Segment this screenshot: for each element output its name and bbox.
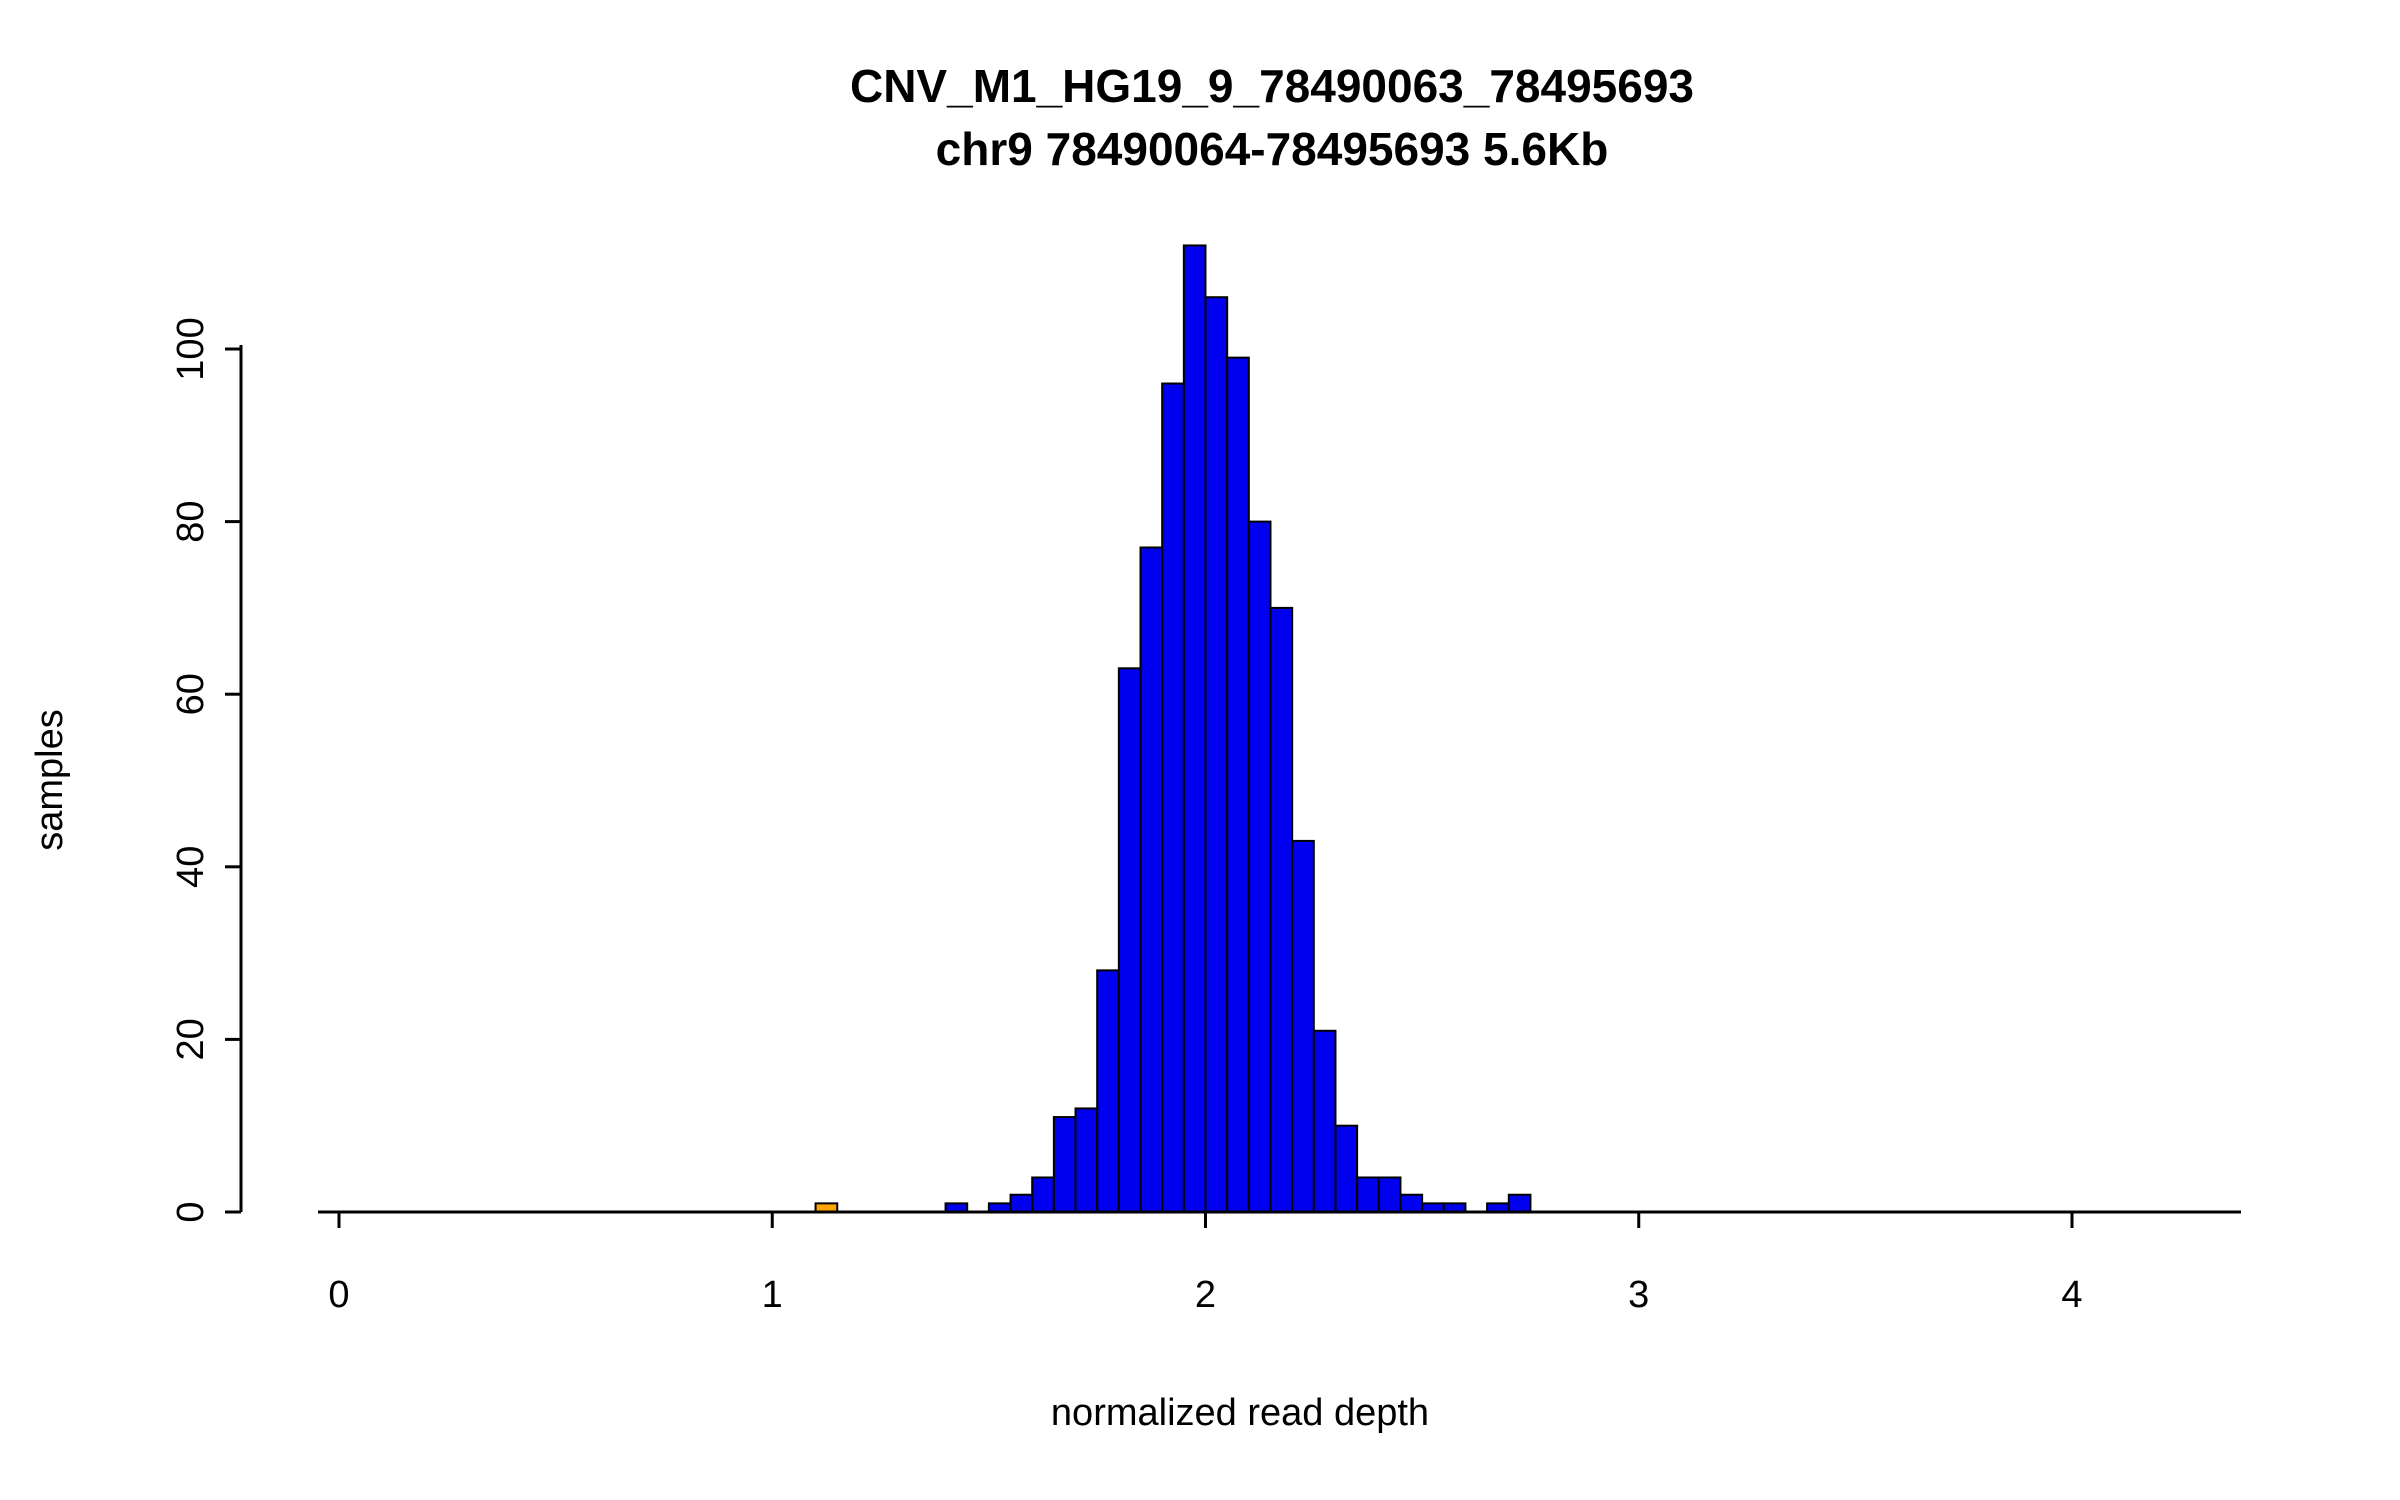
histogram-bar [1312, 1029, 1337, 1214]
histogram-bar [1052, 1116, 1077, 1213]
histogram-bar [1291, 839, 1315, 1213]
x-tick-label: 2 [1195, 1274, 1216, 1316]
x-axis-label: normalized read depth [1051, 1392, 1429, 1434]
histogram-bars [814, 244, 1532, 1214]
histogram-bar [1377, 1176, 1402, 1213]
histogram-bar [1247, 520, 1272, 1213]
y-tick-label: 100 [170, 317, 212, 380]
y-tick-label: 40 [170, 846, 212, 888]
x-tick-label: 1 [762, 1274, 783, 1316]
histogram-bar [1204, 296, 1229, 1214]
histogram-bar [1139, 546, 1164, 1213]
histogram-bar [1356, 1176, 1380, 1213]
histogram-bar [1096, 969, 1120, 1213]
chart-subtitle: chr9 78490064-78495693 5.6Kb [936, 123, 1609, 175]
chart-title: CNV_M1_HG19_9_78490063_78495693 [850, 60, 1694, 112]
histogram-bar [1009, 1193, 1034, 1213]
histogram-bar [1182, 244, 1207, 1213]
y-tick-label: 20 [170, 1018, 212, 1060]
x-tick-label: 3 [1628, 1274, 1649, 1316]
histogram-bar [1074, 1107, 1099, 1213]
y-tick-label: 0 [170, 1201, 212, 1222]
histogram-bar [1269, 606, 1294, 1213]
y-tick-label: 60 [170, 673, 212, 715]
histogram-bar [1334, 1124, 1359, 1213]
histogram-bar [1161, 382, 1185, 1213]
histogram-bar [1507, 1193, 1532, 1213]
histogram-bar [1117, 667, 1142, 1213]
x-tick-label: 4 [2061, 1274, 2082, 1316]
y-axis-label: samples [29, 709, 71, 851]
histogram-bar [1399, 1193, 1424, 1213]
histogram-bar [1226, 356, 1250, 1213]
x-tick-label: 0 [328, 1274, 349, 1316]
histogram-bar [1031, 1176, 1055, 1213]
y-tick-label: 80 [170, 500, 212, 542]
